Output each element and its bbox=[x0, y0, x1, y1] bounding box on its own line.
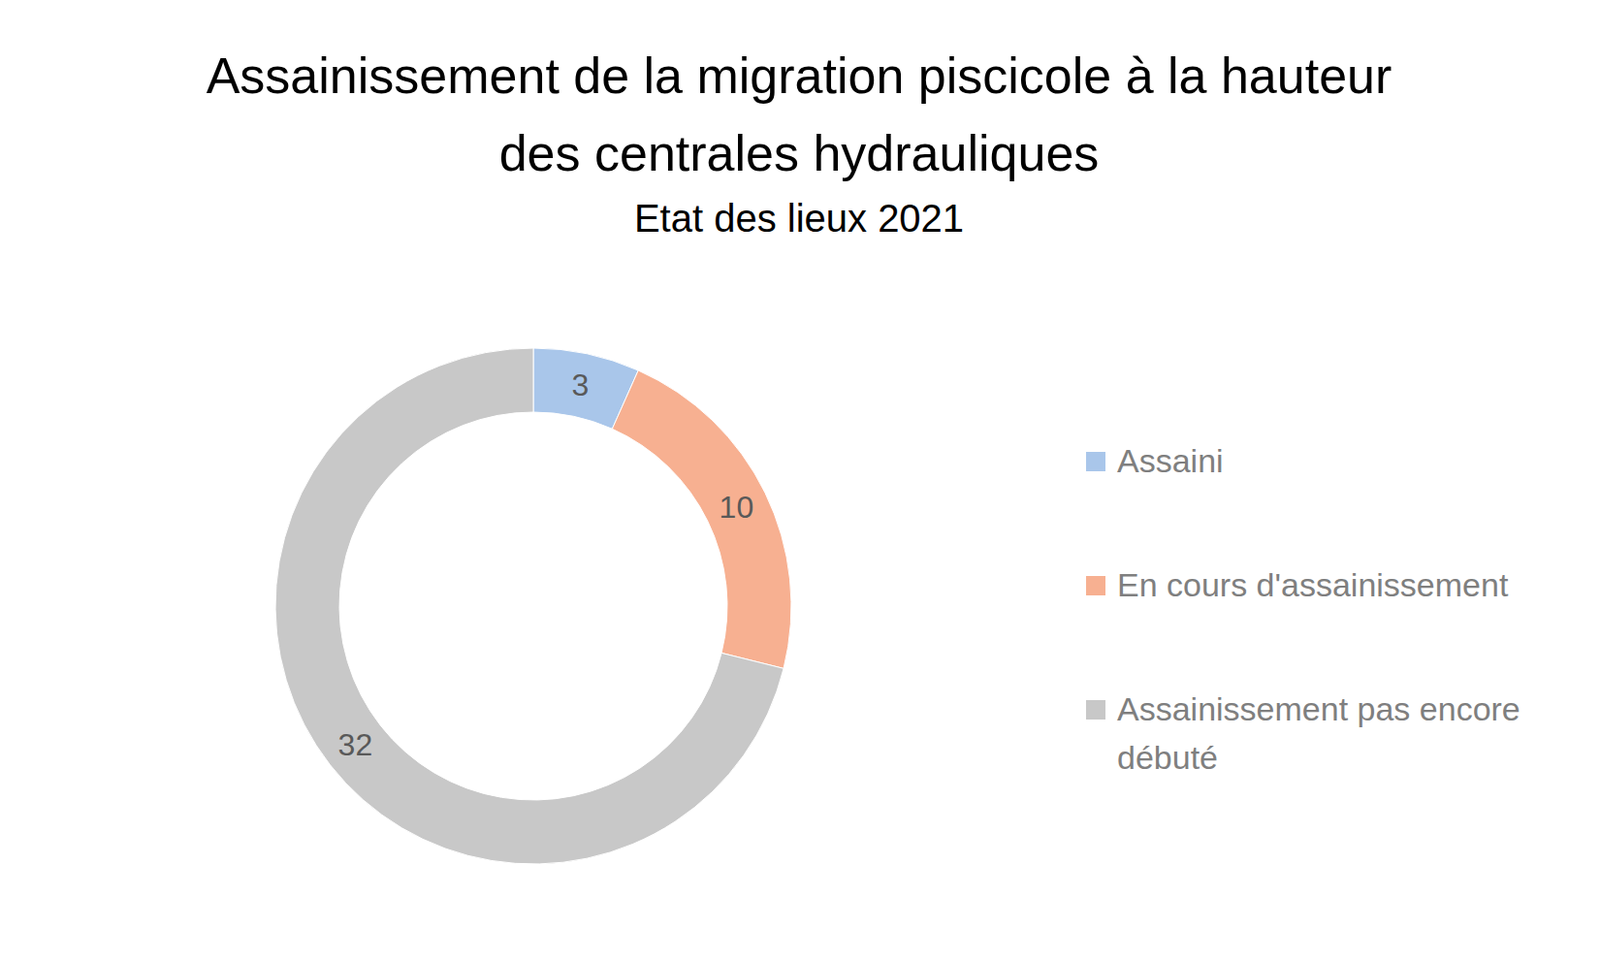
html-text:Etat des lieux 2021: Etat des lieux 2021 bbox=[634, 196, 964, 240]
svg-text:32: 32 bbox=[338, 727, 374, 763]
svg-text:10: 10 bbox=[719, 489, 755, 525]
html-text:Assainissement pas encore débu: Assainissement pas encore débuté bbox=[1117, 690, 1521, 776]
html-text:Assaini: Assaini bbox=[1117, 442, 1224, 480]
html-text:Assainissement de la migration: Assainissement de la migration piscicole… bbox=[206, 47, 1392, 182]
svg-text:3: 3 bbox=[572, 367, 590, 403]
html-text:En cours d'assainissement: En cours d'assainissement bbox=[1117, 566, 1509, 604]
